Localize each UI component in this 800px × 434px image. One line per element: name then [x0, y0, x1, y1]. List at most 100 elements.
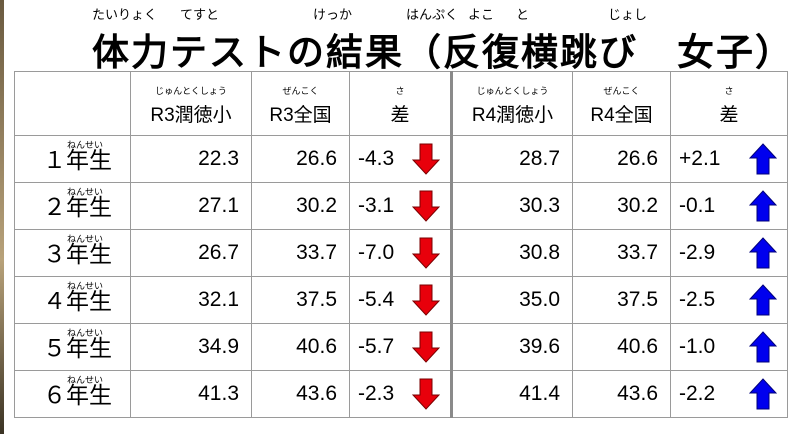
title-block: たいりょく てすと けっか はんぷく よこ と じょし 体力テストの結果（反復横…: [30, 0, 792, 74]
r4-diff-cell: -2.9: [670, 229, 788, 277]
r3-diff-cell: -7.0: [349, 229, 453, 277]
r3-school-cell: 34.9: [130, 323, 252, 371]
r4-national-cell: 26.6: [572, 135, 671, 183]
r3-diff-value: -7.0: [358, 241, 395, 264]
grade-cell: ねんせい ２年生: [14, 182, 131, 230]
r3-diff-value: -5.4: [358, 288, 395, 311]
blue-up-arrow-icon: [748, 143, 778, 175]
r4-school-cell: 30.8: [451, 229, 573, 277]
header-ruby: じゅんとくしょう: [155, 86, 227, 96]
header-r4-school: じゅんとくしょう R4潤徳小: [451, 71, 573, 136]
header-label: 差: [719, 105, 739, 126]
grade-cell: ねんせい ３年生: [14, 229, 131, 277]
header-label: R4潤徳小: [471, 105, 554, 126]
header-label: R3潤徳小: [150, 105, 232, 126]
r3-national-value: 40.6: [296, 335, 337, 358]
header-r3-national: ぜんこく R3全国: [251, 71, 350, 136]
r4-national-value: 30.2: [617, 194, 658, 217]
r3-school-value: 27.1: [198, 194, 239, 217]
header-r4-diff: さ 差: [670, 71, 788, 136]
grade-label: ２年生: [43, 194, 112, 220]
header-label: R4全国: [590, 105, 653, 126]
grade-label: ３年生: [43, 241, 112, 267]
r4-diff-value: -0.1: [679, 194, 716, 217]
r3-national-cell: 26.6: [251, 135, 350, 183]
r3-national-cell: 30.2: [251, 182, 350, 230]
r3-school-value: 34.9: [198, 335, 239, 358]
r4-national-value: 33.7: [617, 241, 658, 264]
window-edge: [0, 0, 4, 434]
r4-school-value: 28.7: [519, 147, 560, 170]
r4-national-cell: 43.6: [572, 370, 671, 418]
r4-school-value: 30.3: [519, 194, 560, 217]
grade-ruby: ねんせい: [67, 140, 104, 150]
r3-national-value: 26.6: [296, 147, 337, 170]
grade-label: １年生: [43, 147, 112, 173]
header-ruby: じゅんとくしょう: [476, 86, 549, 96]
blue-up-arrow-icon: [748, 378, 778, 410]
r4-diff-cell: -2.2: [670, 370, 788, 418]
title-ruby: たいりょく: [92, 8, 158, 23]
r4-diff-cell: -0.1: [670, 182, 788, 230]
grade-ruby: ねんせい: [67, 375, 104, 385]
r4-national-cell: 37.5: [572, 276, 671, 324]
r4-diff-cell: -2.5: [670, 276, 788, 324]
r4-diff-value: +2.1: [679, 147, 721, 170]
table-row: ねんせい ５年生 34.9 40.6 -5.7 39.6 40.6 -1.0: [14, 323, 788, 371]
r3-national-value: 30.2: [296, 194, 337, 217]
red-down-arrow-icon: [411, 237, 441, 269]
header-ruby: ぜんこく: [603, 86, 640, 96]
r3-diff-value: -4.3: [358, 147, 395, 170]
r4-school-cell: 30.3: [451, 182, 573, 230]
title-ruby: と: [516, 8, 530, 23]
r3-diff-value: -5.7: [358, 335, 395, 358]
title-ruby: はんぷく: [406, 8, 459, 23]
blue-up-arrow-icon: [748, 284, 778, 316]
r3-school-cell: 32.1: [130, 276, 252, 324]
r3-national-value: 43.6: [296, 382, 337, 405]
corner-cell: [14, 71, 131, 136]
r3-school-cell: 27.1: [130, 182, 252, 230]
red-down-arrow-icon: [411, 378, 441, 410]
header-ruby: ぜんこく: [282, 86, 319, 96]
grade-label: ５年生: [43, 335, 112, 361]
r4-diff-cell: +2.1: [670, 135, 788, 183]
r3-school-cell: 26.7: [130, 229, 252, 277]
r3-national-value: 37.5: [296, 288, 337, 311]
r3-school-value: 32.1: [198, 288, 239, 311]
header-ruby: さ: [395, 86, 405, 96]
blue-up-arrow-icon: [748, 331, 778, 363]
red-down-arrow-icon: [411, 143, 441, 175]
grade-cell: ねんせい １年生: [14, 135, 131, 183]
table-row: ねんせい ３年生 26.7 33.7 -7.0 30.8 33.7 -2.9: [14, 229, 788, 277]
r4-diff-value: -1.0: [679, 335, 716, 358]
r4-national-cell: 40.6: [572, 323, 671, 371]
r3-diff-value: -3.1: [358, 194, 395, 217]
header-r4-national: ぜんこく R4全国: [572, 71, 671, 136]
r4-school-cell: 39.6: [451, 323, 573, 371]
grade-label: ６年生: [43, 382, 112, 408]
header-ruby: さ: [724, 86, 734, 96]
r4-national-value: 43.6: [617, 382, 658, 405]
title-ruby: てすと: [180, 8, 220, 23]
r4-national-cell: 30.2: [572, 182, 671, 230]
page-title: 体力テストの結果（反復横跳び 女子）: [92, 31, 794, 74]
title-ruby: じょし: [608, 8, 648, 23]
r4-school-value: 39.6: [519, 335, 560, 358]
r4-school-value: 35.0: [519, 288, 560, 311]
grade-ruby: ねんせい: [67, 234, 104, 244]
r3-school-value: 41.3: [198, 382, 239, 405]
r4-diff-value: -2.5: [679, 288, 716, 311]
r4-national-value: 26.6: [617, 147, 658, 170]
r3-national-cell: 37.5: [251, 276, 350, 324]
r4-diff-value: -2.9: [679, 241, 716, 264]
r3-diff-cell: -4.3: [349, 135, 453, 183]
blue-up-arrow-icon: [748, 190, 778, 222]
r3-school-cell: 41.3: [130, 370, 252, 418]
grade-ruby: ねんせい: [67, 328, 104, 338]
r4-school-cell: 28.7: [451, 135, 573, 183]
table-row: ねんせい ６年生 41.3 43.6 -2.3 41.4 43.6 -2.2: [14, 370, 788, 418]
r3-school-value: 22.3: [198, 147, 239, 170]
r3-diff-value: -2.3: [358, 382, 395, 405]
r4-national-cell: 33.7: [572, 229, 671, 277]
